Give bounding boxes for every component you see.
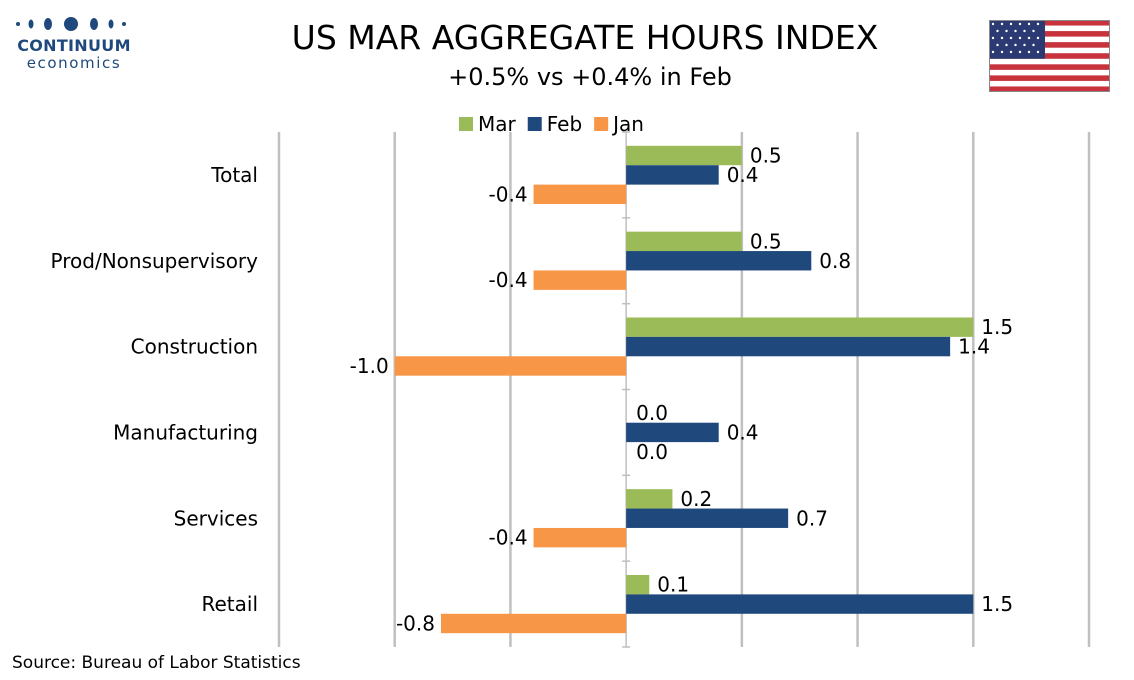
logo-name: CONTINUUM <box>17 36 131 55</box>
data-label: 0.0 <box>636 440 668 464</box>
bar-feb <box>626 336 951 357</box>
category-label: Total <box>210 163 258 187</box>
continuum-economics-logo: CONTINUUM economics <box>14 14 134 78</box>
legend-swatch-feb <box>527 117 542 131</box>
logo-subtitle: economics <box>26 54 122 72</box>
data-label: -0.4 <box>489 182 528 206</box>
bar-mar <box>626 489 673 509</box>
category-label: Services <box>174 506 258 530</box>
category-label: Manufacturing <box>113 420 258 444</box>
chart-title: US MAR AGGREGATE HOURS INDEX <box>291 18 879 57</box>
legend-label-feb: Feb <box>547 112 582 136</box>
data-label: 0.5 <box>750 144 782 168</box>
legend-label-mar: Mar <box>478 112 517 136</box>
bar-mar <box>626 574 650 595</box>
bar-feb <box>626 508 789 528</box>
category-label: Prod/Nonsupervisory <box>51 249 259 273</box>
data-label: -0.4 <box>489 268 528 292</box>
data-label: 0.4 <box>727 420 759 444</box>
data-label: 0.5 <box>750 229 782 253</box>
data-label: -0.8 <box>396 611 435 635</box>
bar-feb <box>626 251 812 271</box>
bar-mar <box>626 317 974 337</box>
bar-jan <box>533 527 627 548</box>
bar-feb <box>626 165 719 185</box>
data-label: -0.4 <box>489 526 528 550</box>
bar-mar <box>626 145 742 166</box>
legend-label-jan: Jan <box>611 112 644 136</box>
bar-jan <box>533 184 627 205</box>
data-label: 0.0 <box>636 401 668 425</box>
legend-swatch-mar <box>459 117 473 131</box>
data-label: 0.2 <box>680 487 712 511</box>
bar-jan <box>441 613 627 634</box>
bar-feb <box>626 594 974 614</box>
data-label: 1.5 <box>981 592 1013 616</box>
category-label: Retail <box>201 592 258 616</box>
data-label: 0.4 <box>727 163 759 187</box>
legend-swatch-jan <box>594 117 609 131</box>
source-note: Source: Bureau of Labor Statistics <box>12 653 301 673</box>
chart-subtitle: +0.5% vs +0.4% in Feb <box>448 63 732 91</box>
bar-feb <box>626 422 719 443</box>
data-label: 0.7 <box>796 506 828 530</box>
bar-mar <box>626 231 742 252</box>
data-label: 1.5 <box>981 315 1013 339</box>
data-label: -1.0 <box>350 354 389 378</box>
bar-jan <box>394 356 627 376</box>
data-label: 0.8 <box>819 249 851 273</box>
logo-dots-icon <box>16 17 126 31</box>
bar-jan <box>533 270 627 290</box>
data-label: 1.4 <box>958 335 990 359</box>
us-flag-icon <box>989 20 1110 92</box>
category-label: Construction <box>131 335 258 359</box>
data-label: 0.1 <box>657 573 689 597</box>
